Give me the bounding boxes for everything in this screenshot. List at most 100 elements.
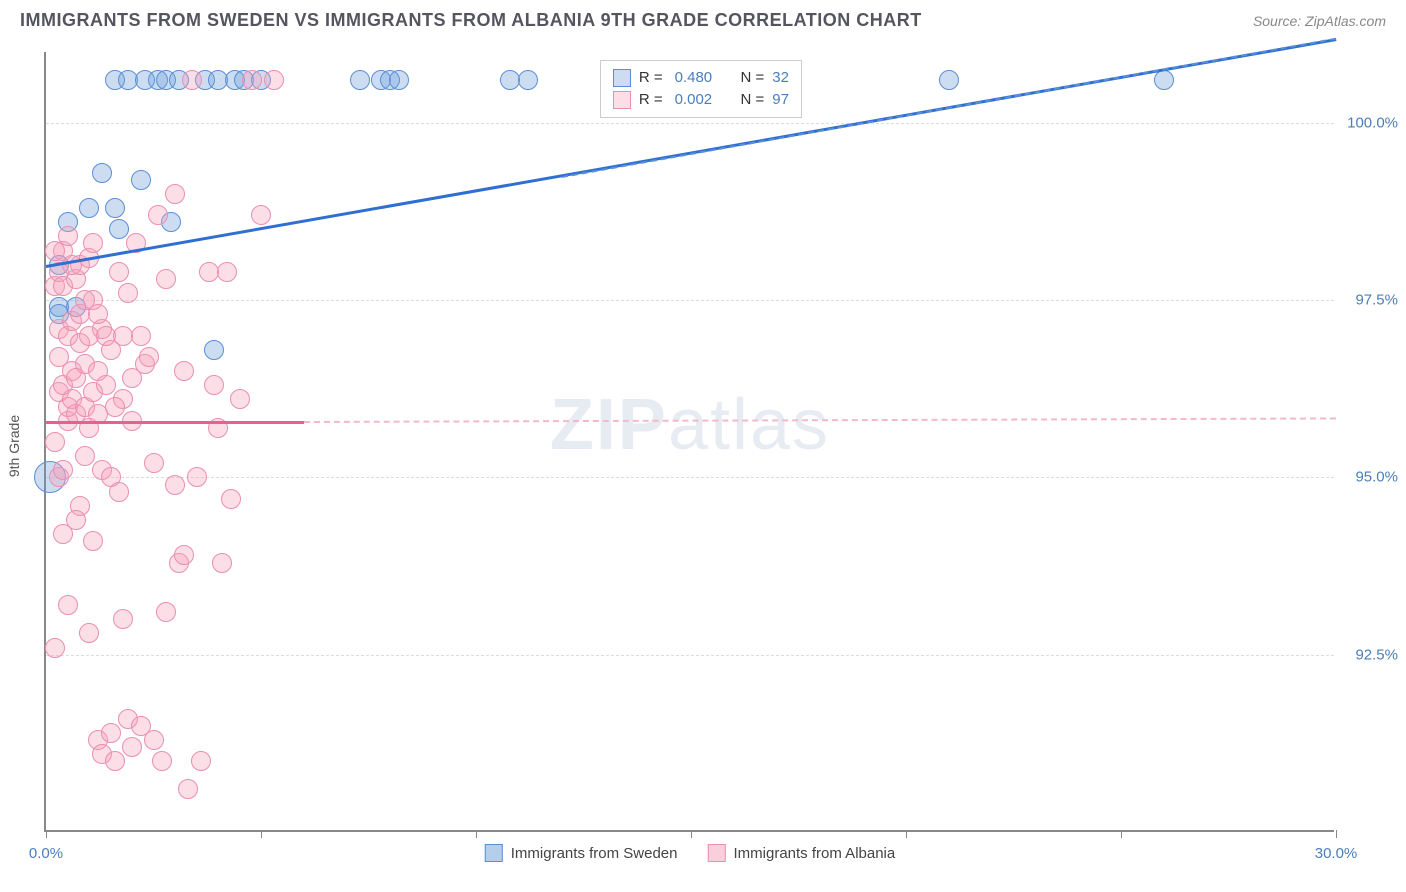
scatter-point	[1154, 70, 1174, 90]
x-tick	[476, 830, 477, 838]
y-tick-label: 95.0%	[1355, 469, 1398, 486]
x-tick	[1121, 830, 1122, 838]
scatter-point	[144, 453, 164, 473]
scatter-point	[156, 602, 176, 622]
scatter-point	[156, 269, 176, 289]
scatter-point	[96, 375, 116, 395]
legend-n-value: 97	[772, 91, 789, 108]
scatter-point	[221, 489, 241, 509]
scatter-point	[105, 397, 125, 417]
scatter-point	[191, 751, 211, 771]
scatter-point	[187, 467, 207, 487]
scatter-point	[174, 545, 194, 565]
scatter-point	[122, 368, 142, 388]
scatter-point	[45, 638, 65, 658]
scatter-point	[118, 283, 138, 303]
scatter-point	[518, 70, 538, 90]
watermark: ZIPatlas	[550, 384, 830, 466]
legend-n-label: N =	[740, 69, 764, 86]
scatter-point	[109, 219, 129, 239]
scatter-point	[75, 446, 95, 466]
scatter-point	[174, 361, 194, 381]
legend-swatch	[485, 844, 503, 862]
legend-row: R = 0.480 N = 32	[613, 67, 789, 89]
chart-title: IMMIGRANTS FROM SWEDEN VS IMMIGRANTS FRO…	[20, 10, 922, 31]
scatter-point	[389, 70, 409, 90]
legend-r-label: R =	[639, 69, 663, 86]
legend-item: Immigrants from Albania	[708, 844, 896, 862]
scatter-point	[242, 70, 262, 90]
scatter-point	[131, 170, 151, 190]
scatter-point	[251, 205, 271, 225]
scatter-point	[264, 70, 284, 90]
scatter-point	[122, 737, 142, 757]
scatter-point	[113, 609, 133, 629]
scatter-point	[350, 70, 370, 90]
gridline	[46, 123, 1334, 124]
scatter-point	[66, 510, 86, 530]
y-tick-label: 92.5%	[1355, 646, 1398, 663]
scatter-point	[58, 226, 78, 246]
scatter-point	[182, 70, 202, 90]
gridline	[46, 655, 1334, 656]
scatter-point	[131, 326, 151, 346]
x-tick	[46, 830, 47, 838]
scatter-point	[109, 262, 129, 282]
x-tick	[906, 830, 907, 838]
legend-r-value: 0.002	[675, 91, 713, 108]
scatter-point	[113, 326, 133, 346]
scatter-point	[178, 779, 198, 799]
scatter-point	[45, 432, 65, 452]
scatter-plot-area: ZIPatlas 92.5%95.0%97.5%100.0%0.0%30.0%R…	[44, 52, 1334, 832]
scatter-point	[88, 304, 108, 324]
scatter-point	[79, 198, 99, 218]
scatter-point	[79, 623, 99, 643]
x-tick	[261, 830, 262, 838]
gridline	[46, 477, 1334, 478]
scatter-point	[105, 198, 125, 218]
scatter-point	[204, 340, 224, 360]
scatter-point	[165, 184, 185, 204]
trend-line	[304, 417, 1336, 423]
x-tick-label: 30.0%	[1315, 845, 1358, 862]
scatter-point	[165, 475, 185, 495]
legend-label: Immigrants from Sweden	[511, 845, 678, 862]
scatter-point	[148, 205, 168, 225]
chart-source: Source: ZipAtlas.com	[1253, 13, 1386, 29]
legend-swatch	[708, 844, 726, 862]
legend-swatch	[613, 91, 631, 109]
legend-swatch	[613, 69, 631, 87]
legend-n-value: 32	[772, 69, 789, 86]
scatter-point	[939, 70, 959, 90]
scatter-point	[152, 751, 172, 771]
scatter-point	[204, 375, 224, 395]
y-tick-label: 100.0%	[1347, 114, 1398, 131]
correlation-legend: R = 0.480 N = 32 R = 0.002 N = 97	[600, 60, 802, 118]
scatter-point	[105, 751, 125, 771]
series-legend: Immigrants from Sweden Immigrants from Al…	[485, 844, 895, 862]
x-tick	[691, 830, 692, 838]
legend-n-label: N =	[740, 91, 764, 108]
legend-r-value: 0.480	[675, 69, 713, 86]
x-tick	[1336, 830, 1337, 838]
y-axis-label: 9th Grade	[6, 415, 22, 477]
scatter-point	[217, 262, 237, 282]
legend-item: Immigrants from Sweden	[485, 844, 678, 862]
scatter-point	[101, 723, 121, 743]
legend-row: R = 0.002 N = 97	[613, 89, 789, 111]
scatter-point	[230, 389, 250, 409]
scatter-point	[109, 482, 129, 502]
gridline	[46, 300, 1334, 301]
scatter-point	[58, 595, 78, 615]
scatter-point	[144, 730, 164, 750]
y-tick-label: 97.5%	[1355, 292, 1398, 309]
scatter-point	[212, 553, 232, 573]
x-tick-label: 0.0%	[29, 845, 63, 862]
scatter-point	[53, 460, 73, 480]
legend-r-label: R =	[639, 91, 663, 108]
legend-label: Immigrants from Albania	[734, 845, 896, 862]
scatter-point	[139, 347, 159, 367]
trend-line	[46, 421, 304, 424]
scatter-point	[92, 163, 112, 183]
scatter-point	[83, 531, 103, 551]
